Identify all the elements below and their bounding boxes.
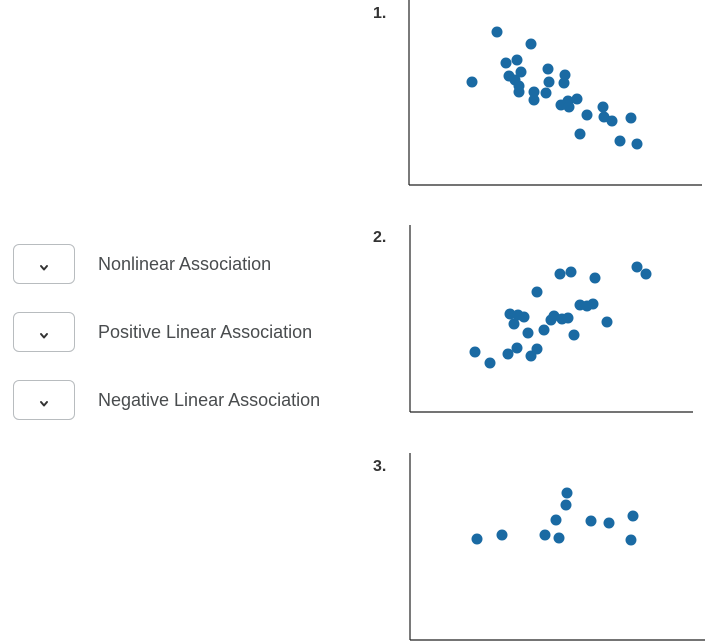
negative-linear-select[interactable] xyxy=(13,380,75,420)
negative-linear-label: Negative Linear Association xyxy=(98,389,321,410)
data-point xyxy=(469,346,481,358)
data-point xyxy=(471,533,483,545)
data-point xyxy=(560,499,572,511)
nonlinear-select[interactable] xyxy=(13,244,75,284)
data-point xyxy=(585,515,597,527)
data-point xyxy=(513,86,525,98)
chevron-down-icon xyxy=(40,401,48,407)
scatter-plot-3 xyxy=(409,453,705,641)
data-point xyxy=(543,76,555,88)
data-point xyxy=(589,272,601,284)
data-point xyxy=(559,69,571,81)
data-point xyxy=(581,109,593,121)
data-point xyxy=(614,135,626,147)
data-point xyxy=(568,329,580,341)
match-row-positive-linear: Positive Linear Association xyxy=(13,311,312,353)
data-point xyxy=(539,529,551,541)
data-point xyxy=(603,517,615,529)
data-point xyxy=(554,268,566,280)
data-point xyxy=(525,350,537,362)
chevron-down-icon xyxy=(40,333,48,339)
data-point xyxy=(466,76,478,88)
data-point xyxy=(625,112,637,124)
data-point xyxy=(542,63,554,75)
match-row-nonlinear: Nonlinear Association xyxy=(13,243,271,285)
data-point xyxy=(606,115,618,127)
data-point xyxy=(558,77,570,89)
scatter-plot-2 xyxy=(409,225,693,413)
data-point xyxy=(531,286,543,298)
data-point xyxy=(640,268,652,280)
data-point xyxy=(528,86,540,98)
data-point xyxy=(491,26,503,38)
data-point xyxy=(587,298,599,310)
data-point xyxy=(627,510,639,522)
data-point xyxy=(625,534,637,546)
data-point xyxy=(500,57,512,69)
data-point xyxy=(571,93,583,105)
data-point xyxy=(525,38,537,50)
data-point xyxy=(563,101,575,113)
data-point xyxy=(631,138,643,150)
data-point xyxy=(522,327,534,339)
plot-number-3: 3. xyxy=(373,458,387,475)
plot-number-2: 2. xyxy=(373,229,387,246)
data-point xyxy=(511,342,523,354)
plot-number-1: 1. xyxy=(373,5,387,22)
data-point xyxy=(502,348,514,360)
data-point xyxy=(538,324,550,336)
data-point xyxy=(496,529,508,541)
data-point xyxy=(601,316,613,328)
data-point xyxy=(508,318,520,330)
data-point xyxy=(504,308,516,320)
data-point xyxy=(574,128,586,140)
data-point xyxy=(540,87,552,99)
data-point xyxy=(631,261,643,273)
data-point xyxy=(553,532,565,544)
data-point xyxy=(545,314,557,326)
chevron-down-icon xyxy=(40,265,48,271)
scatter-plot-1 xyxy=(408,0,702,186)
nonlinear-label: Nonlinear Association xyxy=(98,253,272,274)
match-row-negative-linear: Negative Linear Association xyxy=(13,379,320,421)
positive-linear-select[interactable] xyxy=(13,312,75,352)
data-point xyxy=(515,66,527,78)
data-point xyxy=(597,101,609,113)
data-point xyxy=(528,94,540,106)
data-point xyxy=(511,54,523,66)
data-point xyxy=(561,487,573,499)
data-point xyxy=(550,514,562,526)
data-point xyxy=(562,312,574,324)
positive-linear-label: Positive Linear Association xyxy=(98,321,313,342)
data-point xyxy=(565,266,577,278)
data-point xyxy=(518,311,530,323)
data-point xyxy=(484,357,496,369)
